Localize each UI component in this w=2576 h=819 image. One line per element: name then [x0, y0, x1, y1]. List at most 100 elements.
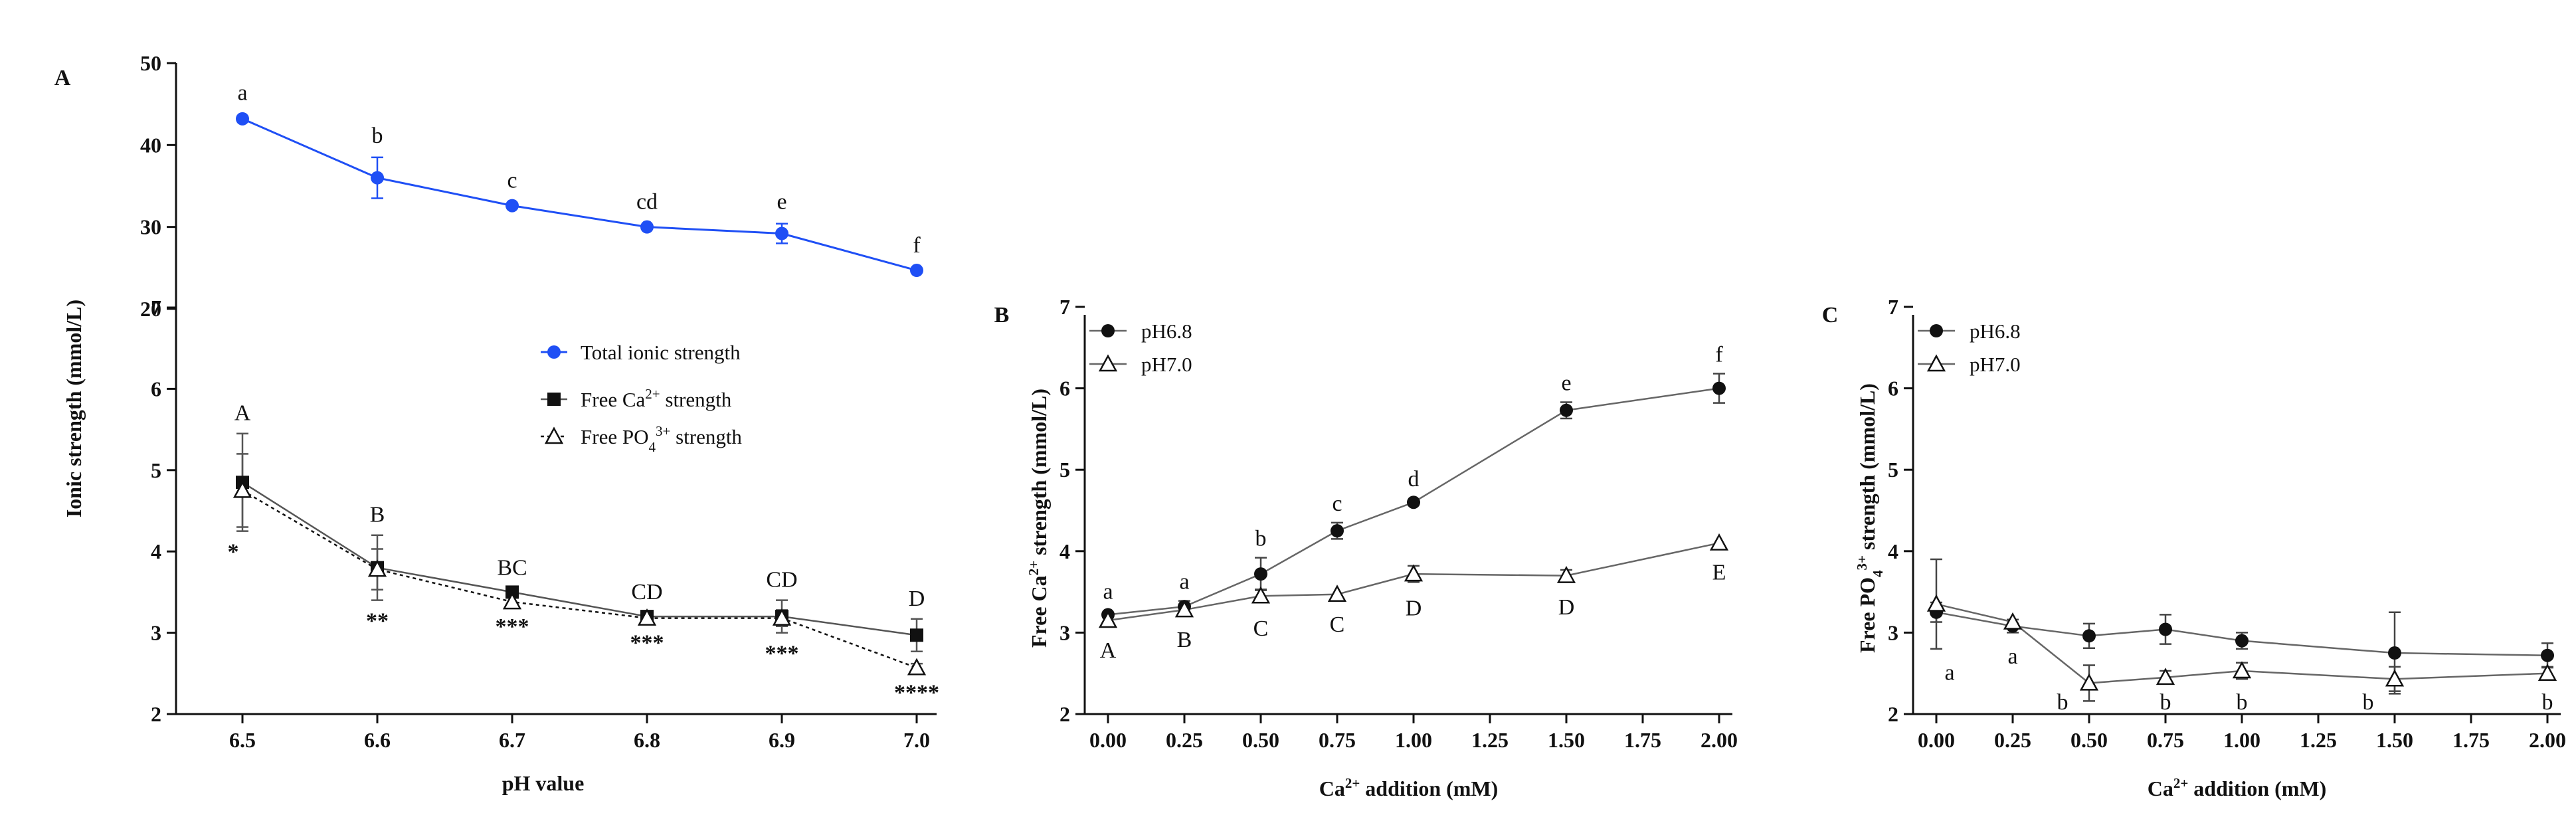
panel-c-ph68-point — [2541, 648, 2554, 662]
panel-c-y-tick-label: 5 — [1888, 458, 1898, 482]
panel-a-label: A — [54, 66, 71, 90]
legend-ca-label-part: Free Ca — [581, 388, 646, 411]
panel-c-y-label: Free PO43+ strength (mmol/L) — [1854, 383, 1886, 653]
free-po4-point — [907, 658, 927, 676]
panel-c-ph70-point — [2385, 669, 2405, 687]
panel-b-y-label: Free Ca2+ strength (mmol/L) — [1026, 389, 1051, 648]
panel-a-bottom-tick-label: 3 — [151, 621, 161, 645]
panel-c-ph70-point — [2003, 612, 2023, 630]
legend-ca-label-part: strength — [660, 388, 732, 411]
free-po4-stars: **** — [894, 680, 939, 705]
panel-b-y-tick-label: 7 — [1059, 295, 1070, 319]
panel-b-ph68-letter: e — [1561, 371, 1571, 395]
panel-c-letter: b — [2542, 690, 2553, 715]
panel-b-x-tick-label: 2.00 — [1701, 728, 1738, 752]
panel-b-ph70-letter: D — [1558, 595, 1575, 620]
panel-b-y-tick-label: 2 — [1059, 702, 1070, 726]
free-ca-point — [506, 585, 519, 599]
legend-po4-label-part: Free PO — [581, 425, 648, 448]
legend-ca-label-part: 2+ — [645, 386, 660, 402]
panel-b-x-tick-label: 1.75 — [1624, 728, 1661, 752]
panel-b-legend-ph68-marker — [1101, 324, 1115, 337]
free-ca-letter: D — [909, 587, 925, 611]
free-po4-point — [367, 559, 387, 577]
panel-b-x-tick-label: 1.25 — [1471, 728, 1509, 752]
panel-a-y-label: Ionic strength (mmol/L) — [62, 300, 86, 517]
panel-a-x-tick-label: 6.6 — [364, 728, 391, 752]
free-po4-point — [232, 480, 252, 498]
panel-b-ph70-point — [1327, 585, 1347, 602]
free-po4-point — [637, 608, 657, 626]
free-ca-letter: A — [234, 401, 251, 426]
free-po4-point — [502, 592, 522, 610]
free-ca-letter: CD — [631, 580, 662, 604]
panel-c-y-tick-label: 6 — [1888, 377, 1898, 401]
panel-b-label: B — [994, 303, 1010, 327]
free-po4-stars: *** — [630, 631, 664, 656]
panel-b-y-tick-label: 6 — [1059, 377, 1070, 401]
legend-po4-label-part: strength — [670, 425, 742, 448]
panel-b-y-label-part: Free Ca — [1027, 575, 1051, 648]
panel-b-x-label-part: Ca — [1319, 776, 1345, 800]
free-ca-letter: B — [370, 503, 385, 527]
panel-b-x-label-part: 2+ — [1345, 775, 1360, 791]
panel-c-letter: b — [2363, 690, 2374, 715]
panel-b-ph70-point — [1098, 610, 1118, 628]
panel-c-ph70-point — [2079, 673, 2099, 691]
panel-c-letter: b — [2160, 690, 2171, 715]
panel-b-ph70-letter: A — [1100, 638, 1117, 663]
panel-b-ph68-letter: a — [1179, 570, 1189, 594]
panel-b-ph68-letter: a — [1103, 579, 1113, 604]
panel-c-x-tick-label: 1.50 — [2376, 728, 2413, 752]
panel-c-x-label-part: Ca — [2148, 776, 2173, 800]
panel-c-letter: b — [2057, 690, 2069, 715]
panel-a-x-tick-label: 6.9 — [769, 728, 795, 752]
panel-a-x-tick-label: 6.5 — [229, 728, 256, 752]
panel-a-top-tick-label: 20 — [140, 297, 161, 321]
total-ionic-letter: c — [507, 169, 517, 193]
panel-b-x-tick-label: 0.00 — [1089, 728, 1127, 752]
panel-a-bottom-tick-label: 2 — [151, 702, 161, 726]
panel-b-x-tick-label: 1.00 — [1395, 728, 1432, 752]
legend-po4-label-part: 4 — [648, 439, 656, 455]
panel-b-ph70-point — [1251, 586, 1271, 604]
panel-b-x-tick-label: 1.50 — [1548, 728, 1585, 752]
panel-b-ph68-point — [1254, 567, 1267, 581]
panel-c-x-tick-label: 1.75 — [2452, 728, 2490, 752]
panel-c-x-label: Ca2+ addition (mM) — [2148, 775, 2327, 800]
free-po4-stars: *** — [765, 642, 799, 666]
panel-c-x-tick-label: 0.75 — [2147, 728, 2184, 752]
panel-b-ph68-point — [1407, 496, 1420, 509]
panel-c-x-tick-label: 1.00 — [2223, 728, 2260, 752]
panel-b-ph70-letter: C — [1253, 616, 1269, 641]
panel-a-x-tick-label: 6.7 — [499, 728, 525, 752]
total-ionic-letter: f — [913, 233, 921, 258]
panel-b-y-label-part: strength (mmol/L) — [1027, 389, 1051, 561]
panel-c-x-label-part: 2+ — [2173, 775, 2188, 791]
panel-c-y-label-part: 4 — [1870, 570, 1886, 577]
total-ionic-point — [371, 171, 384, 185]
panel-b-x-tick-label: 0.75 — [1319, 728, 1356, 752]
legend-total-label: Total ionic strength — [581, 341, 741, 364]
panel-b-ph70-point — [1174, 600, 1194, 618]
panel-c-ph68-point — [2082, 629, 2096, 643]
panel-b-ph68-letter: c — [1332, 492, 1342, 516]
legend-po4-marker — [544, 426, 564, 444]
panel-a-top-tick-label: 50 — [140, 51, 161, 75]
panel-c-legend-ph70-marker — [1926, 354, 1946, 372]
panel-c-label: C — [1822, 303, 1839, 327]
panel-a-x-label: pH value — [502, 771, 585, 795]
panel-c-y-label-part: 3+ — [1854, 555, 1870, 570]
panel-b-x-tick-label: 0.25 — [1166, 728, 1203, 752]
panel-b-ph70-letter: E — [1712, 561, 1726, 585]
panel-a-bottom-tick-label: 6 — [151, 377, 161, 401]
panel-b-ph68-letter: d — [1408, 467, 1420, 492]
panel-b-ph70-point — [1709, 533, 1729, 551]
panel-c-x-tick-label: 2.00 — [2529, 728, 2566, 752]
total-ionic-line — [242, 118, 917, 272]
panel-a-bottom-tick-label: 5 — [151, 458, 161, 482]
panel-b-x-label: Ca2+ addition (mM) — [1319, 775, 1499, 800]
panel-b-ph68-letter: b — [1255, 527, 1267, 551]
panel-b-y-tick-label: 4 — [1059, 539, 1070, 563]
panel-c-ph70-point — [2537, 664, 2557, 681]
